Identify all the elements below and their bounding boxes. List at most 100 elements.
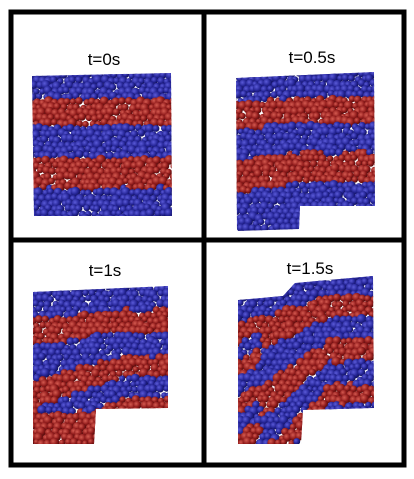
particle [249, 276, 257, 277]
particle [253, 83, 263, 94]
particle [53, 327, 62, 335]
particle [341, 74, 350, 82]
particle [273, 72, 283, 73]
particle [346, 413, 355, 421]
particle [157, 406, 165, 415]
particle [72, 325, 82, 336]
particle [334, 404, 345, 415]
particle [139, 325, 150, 336]
particle [160, 339, 167, 346]
particle [238, 385, 240, 396]
particle [313, 154, 321, 162]
particle [255, 438, 265, 444]
particle [344, 293, 354, 303]
particle [279, 276, 286, 280]
particle [133, 209, 143, 216]
particle [69, 73, 77, 75]
particle [109, 422, 116, 430]
particle [91, 210, 99, 216]
particle [137, 129, 146, 137]
particle [157, 289, 165, 297]
particle [338, 154, 346, 162]
particle [293, 438, 301, 444]
particle [50, 396, 59, 405]
particle [351, 176, 359, 183]
panel-frame-grid [8, 9, 407, 468]
particle [96, 402, 104, 411]
particle [305, 438, 315, 444]
particle [288, 289, 295, 296]
particle [236, 62, 246, 72]
particle [262, 289, 272, 298]
particle [357, 90, 365, 98]
particle [33, 365, 34, 372]
particle [361, 277, 369, 286]
particle [118, 97, 126, 105]
particle [267, 276, 276, 277]
particle [264, 218, 272, 226]
particle [353, 405, 363, 415]
particle [245, 187, 252, 194]
particle [48, 167, 56, 175]
panel-2-time-label: t=0.5s [289, 48, 336, 67]
particle [43, 118, 53, 127]
particle [33, 317, 37, 325]
particle [306, 429, 314, 437]
particle [40, 135, 49, 143]
particle [313, 336, 323, 345]
particle [93, 385, 102, 394]
particle [360, 415, 370, 425]
particle [362, 437, 371, 444]
particle [56, 354, 64, 362]
panel-3-time-label: t=1s [89, 261, 122, 280]
particle [236, 208, 240, 216]
particle [270, 166, 277, 173]
particle [270, 276, 280, 282]
particle [296, 126, 307, 137]
particle [157, 76, 166, 85]
particle [139, 304, 149, 314]
particle [82, 120, 89, 128]
particle [361, 225, 369, 231]
particle [122, 73, 130, 78]
particle [103, 369, 110, 377]
particle [47, 188, 54, 196]
particle [335, 223, 346, 231]
particle [243, 331, 252, 339]
particle [88, 97, 96, 106]
particle [93, 438, 102, 444]
particle [240, 90, 248, 98]
particle [303, 160, 312, 169]
particle [153, 434, 161, 442]
particle [252, 197, 260, 205]
particle [242, 436, 253, 444]
particle [112, 437, 123, 444]
particle [326, 219, 335, 228]
particle [80, 310, 90, 320]
particle [87, 438, 95, 444]
particle [80, 286, 91, 289]
particle [340, 224, 350, 231]
particle [50, 214, 58, 216]
panel-4-particles [238, 276, 374, 444]
particle [169, 97, 172, 105]
particle [126, 217, 133, 224]
particle [370, 283, 374, 291]
particle [138, 418, 146, 426]
particle [238, 288, 246, 297]
particle [26, 322, 33, 329]
particle [339, 219, 347, 226]
particle [94, 214, 104, 216]
particle [264, 283, 274, 293]
particle [115, 410, 126, 421]
particle [66, 337, 75, 346]
particle [156, 384, 165, 393]
particle [118, 419, 126, 427]
particle [145, 123, 155, 134]
particle [326, 155, 334, 162]
particle [76, 439, 84, 444]
particle [310, 212, 319, 221]
particle [238, 277, 246, 286]
particle [358, 422, 366, 430]
particle [165, 73, 172, 81]
